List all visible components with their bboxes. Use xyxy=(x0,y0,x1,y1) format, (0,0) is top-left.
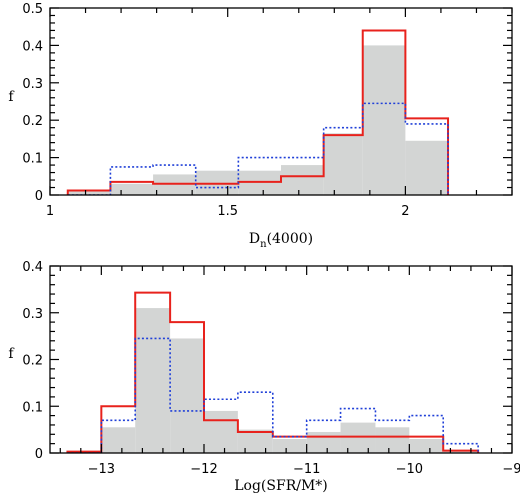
y-tick-label: 0.4 xyxy=(22,39,43,54)
x-tick-label: 1 xyxy=(46,204,54,219)
filled-histogram-bar xyxy=(101,427,136,453)
x-tick-label: −13 xyxy=(88,462,115,477)
x-tick-label: −12 xyxy=(190,462,217,477)
filled-histogram-bar xyxy=(362,45,406,195)
y-tick-label: 0.2 xyxy=(22,114,43,129)
y-axis-label: f xyxy=(8,346,15,362)
filled-histogram-bar xyxy=(237,429,273,453)
x-axis-label: Dn(4000) xyxy=(249,231,313,250)
y-tick-label: 0.3 xyxy=(22,307,43,322)
x-tick-label: −11 xyxy=(293,462,320,477)
y-tick-label: 0.4 xyxy=(22,260,43,275)
y-tick-label: 0.5 xyxy=(22,2,43,17)
plot-frame xyxy=(49,7,513,196)
filled-histogram-bar xyxy=(405,140,449,195)
y-axis-label: f xyxy=(8,89,15,105)
filled-histogram-bar xyxy=(443,450,479,453)
y-tick-label: 0 xyxy=(35,447,43,462)
filled-histogram-bar xyxy=(340,422,376,453)
filled-histogram-bar xyxy=(409,438,444,453)
filled-histogram-bar xyxy=(375,427,410,453)
y-tick-label: 0.1 xyxy=(22,152,43,167)
filled-histogram-bar xyxy=(306,431,341,453)
filled-histogram-bar xyxy=(272,438,307,453)
plot-frame xyxy=(49,265,513,454)
filled-histogram-bar xyxy=(170,338,204,453)
solid-step-line xyxy=(66,291,480,453)
x-tick-label: 2 xyxy=(401,204,409,219)
filled-histogram-bar xyxy=(204,410,238,453)
x-tick-label: −10 xyxy=(396,462,423,477)
dotted-step-line xyxy=(67,102,449,195)
ssfr-histogram-panel: −13 −12 −11 −10 −9 0 0.1 0.2 0.3 0.4 Log(SFR/M*) f xyxy=(8,260,520,494)
y-tick-label: 0.1 xyxy=(22,400,43,415)
filled-histogram-bar xyxy=(323,133,363,195)
y-tick-label: 0.3 xyxy=(22,77,43,92)
x-tick-label: 1.5 xyxy=(217,204,238,219)
dn4000-histogram-panel: 1 1.5 2 0 0.1 0.2 0.3 0.4 0.5 Dn(4000) f xyxy=(8,2,513,250)
x-tick-label: −9 xyxy=(502,462,520,477)
filled-histogram-bar xyxy=(67,191,111,195)
histogram-data xyxy=(66,291,480,453)
y-tick-label: 0.2 xyxy=(22,354,43,369)
filled-histogram-bar xyxy=(281,165,324,195)
y-tick-label: 0 xyxy=(35,189,43,204)
x-axis-label: Log(SFR/M*) xyxy=(234,478,328,494)
dotted-step-line xyxy=(67,337,479,453)
filled-histogram-bar xyxy=(110,183,154,195)
histogram-data xyxy=(66,29,450,195)
filled-histogram-bar xyxy=(135,308,171,453)
